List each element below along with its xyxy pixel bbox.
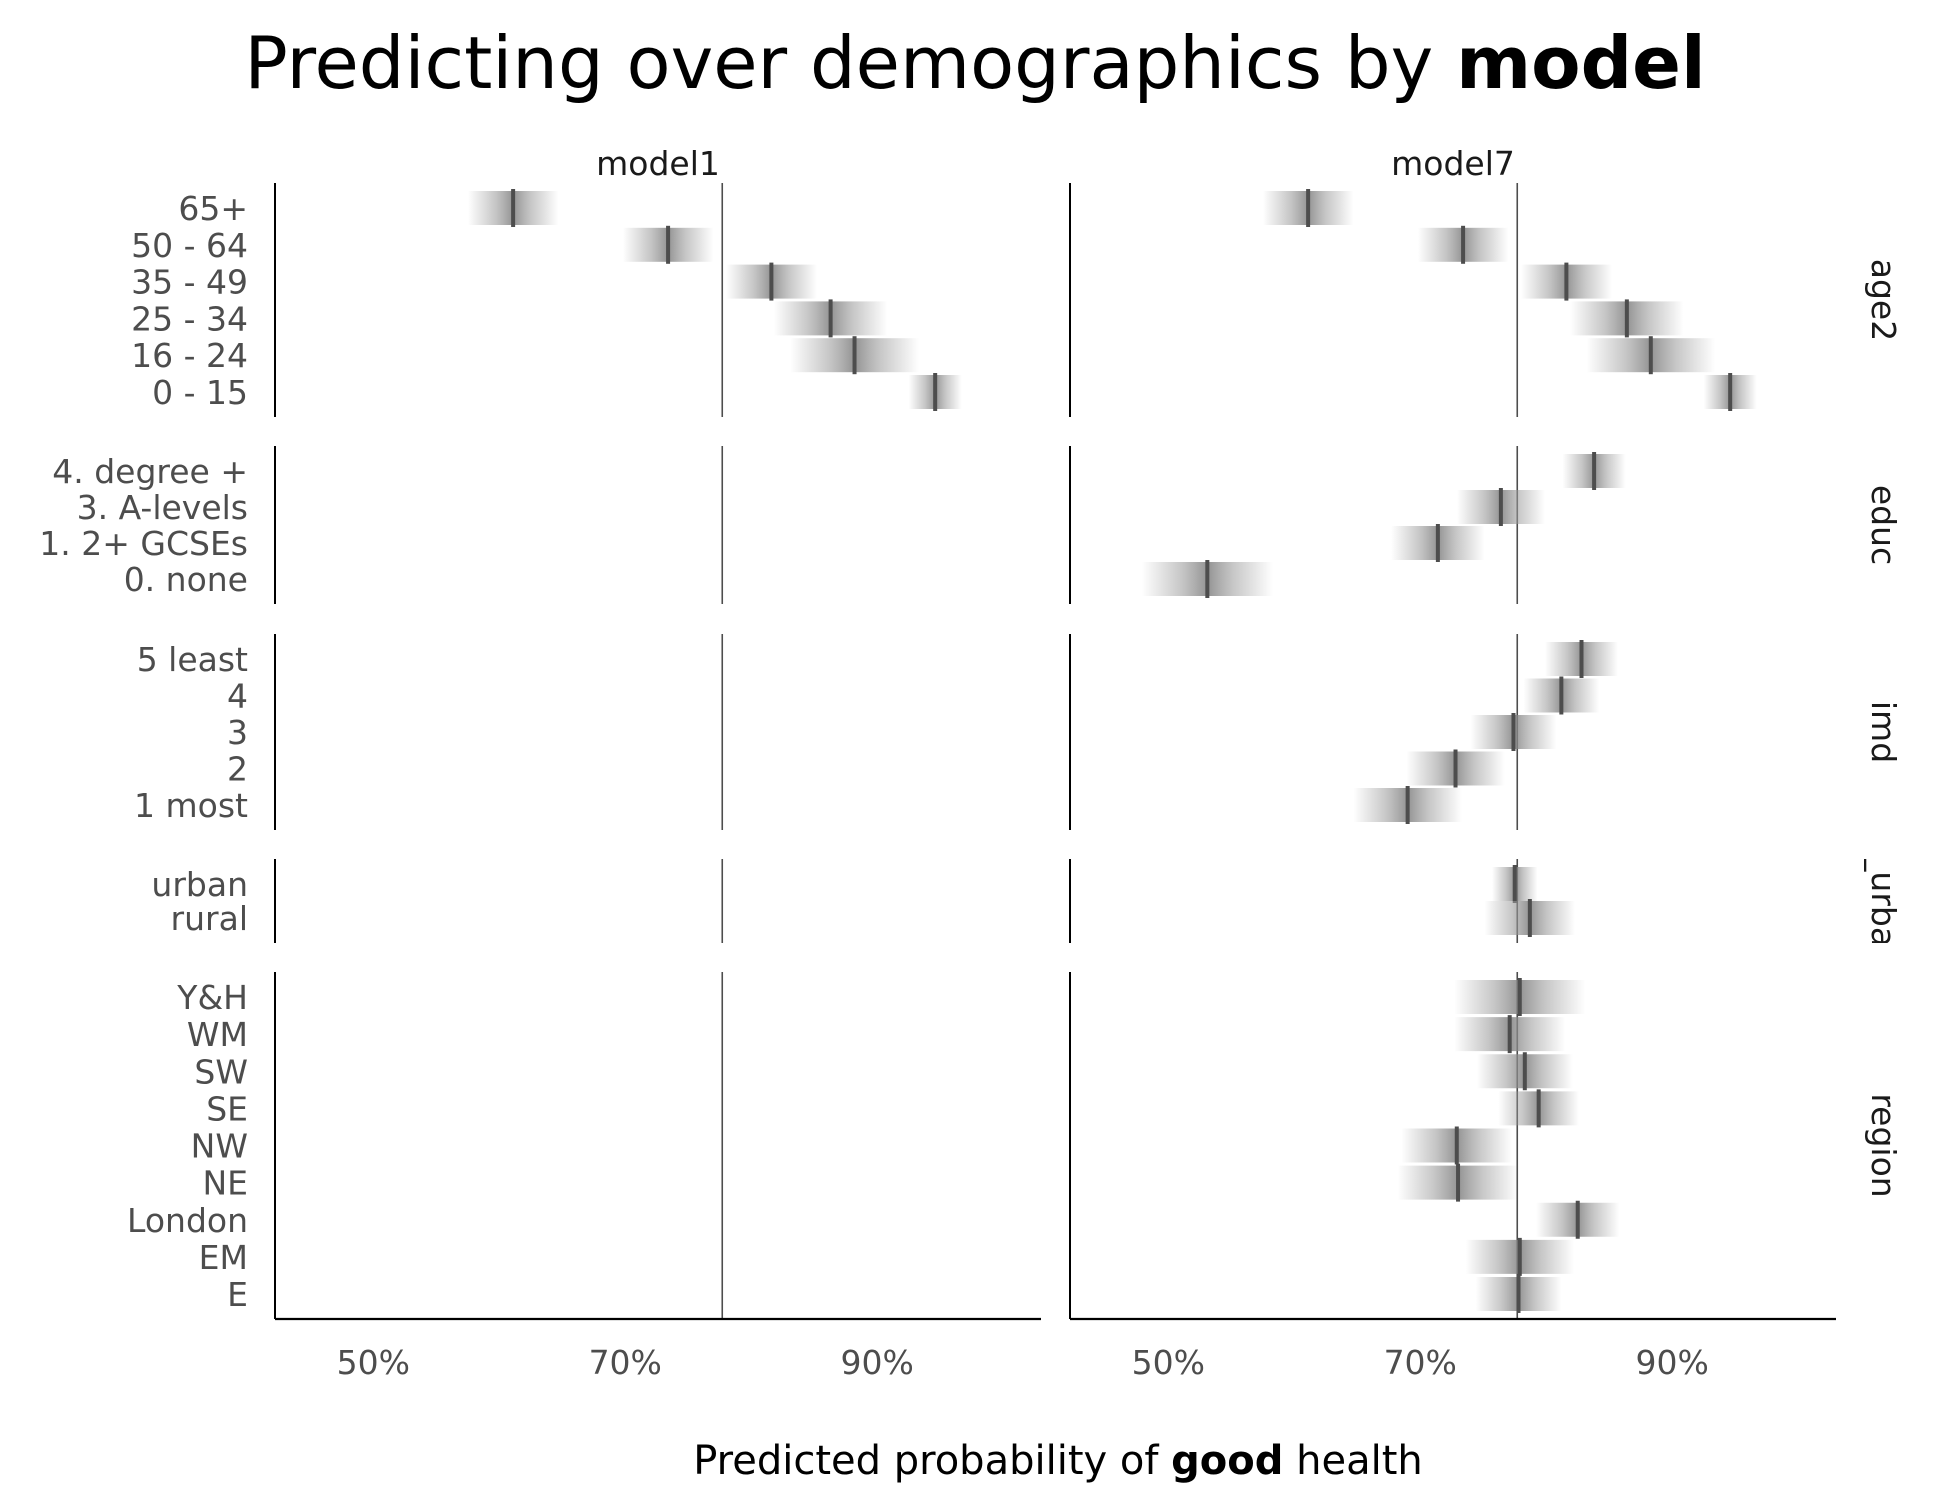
facet-strip-label: age2	[1864, 259, 1903, 341]
x-tick-label: 50%	[1132, 1343, 1205, 1382]
y-tick-label: WM	[187, 1015, 248, 1054]
chart-title: Predicting over demographics by model	[244, 21, 1705, 105]
chart-title-prefix: Predicting over demographics by	[244, 21, 1456, 105]
x-axis-title-suffix: health	[1283, 1438, 1422, 1484]
facet-strip-label: region	[1864, 1093, 1903, 1197]
x-tick-label: 90%	[841, 1343, 914, 1382]
y-tick-label: 0. none	[124, 560, 248, 599]
y-tick-label: 65+	[178, 189, 248, 228]
y-tick-label: 25 - 34	[131, 299, 248, 338]
y-tick-label: 1. 2+ GCSEs	[39, 524, 248, 563]
y-tick-label: 4. degree +	[52, 452, 248, 491]
facet-strip-label: imd	[1864, 701, 1903, 763]
y-tick-label: 4	[227, 677, 248, 716]
facet-strip-right: region	[1864, 1093, 1903, 1197]
y-tick-label: NE	[202, 1164, 248, 1203]
y-tick-label: 5 least	[137, 640, 248, 679]
facet-strip-right: age2	[1864, 259, 1903, 341]
x-tick-label: 50%	[337, 1343, 410, 1382]
y-tick-label: E	[227, 1275, 248, 1314]
y-tick-label: 16 - 24	[131, 336, 248, 375]
facet-strip-label: educ	[1864, 485, 1903, 565]
facet-strip-right: educ	[1864, 485, 1903, 565]
y-tick-label: 3	[227, 713, 248, 752]
y-tick-label: rural	[171, 899, 248, 938]
y-tick-label: 3. A-levels	[77, 488, 248, 527]
y-tick-label: 50 - 64	[131, 226, 248, 265]
x-tick-label: 70%	[1384, 1343, 1457, 1382]
y-tick-label: 1 most	[134, 786, 248, 825]
x-tick-label: 90%	[1636, 1343, 1709, 1382]
panel-strip-label: model1	[596, 144, 720, 183]
y-tick-label: Y&H	[176, 978, 248, 1017]
y-tick-label: urban	[151, 865, 248, 904]
y-tick-label: 0 - 15	[152, 373, 248, 412]
x-axis-title-bold: good	[1171, 1438, 1283, 1484]
y-tick-label: SW	[194, 1052, 248, 1091]
panel-strip-label: model7	[1391, 144, 1515, 183]
y-tick-label: 2	[227, 750, 248, 789]
facet-strip-right: _urba	[1864, 854, 1903, 947]
facet-strip-label: _urba	[1864, 854, 1903, 947]
x-axis-title: Predicted probability of good health	[693, 1438, 1422, 1484]
chart-title-bold: model	[1456, 21, 1706, 105]
x-tick-label: 70%	[589, 1343, 662, 1382]
facet-strip-right: imd	[1864, 701, 1903, 763]
y-tick-label: NW	[191, 1127, 248, 1166]
x-axis-title-prefix: Predicted probability of	[693, 1438, 1171, 1484]
y-tick-label: EM	[199, 1238, 248, 1277]
y-tick-label: London	[127, 1201, 248, 1240]
y-tick-label: SE	[206, 1089, 248, 1128]
y-tick-label: 35 - 49	[131, 263, 248, 302]
